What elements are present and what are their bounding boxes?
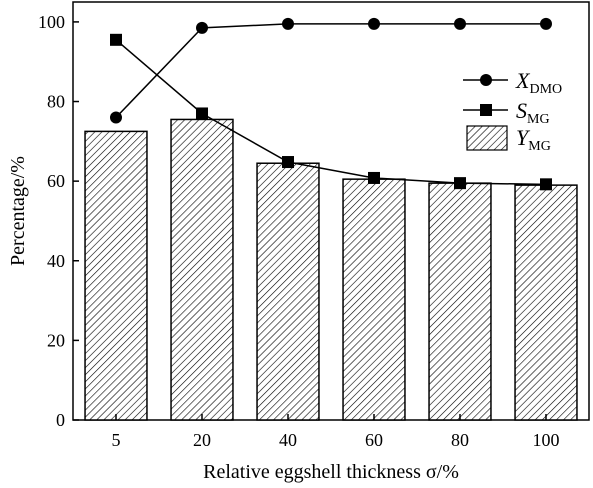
y-tick-label: 40: [47, 251, 65, 271]
point-x-dmo-20: [196, 21, 208, 34]
x-tick-label: 20: [193, 430, 211, 450]
bar-y-mg-80: [428, 182, 492, 421]
legend-label-y-mg-sub: MG: [528, 139, 551, 154]
bar-y-mg-100: [514, 184, 578, 421]
plot-area-frame: [72, 1, 590, 421]
legend-entry-y-mg: YMG: [466, 125, 551, 154]
x-tick-label: 60: [365, 430, 383, 450]
legend-label-x-dmo-sub: DMO: [529, 82, 562, 97]
point-s-mg-5: [110, 33, 122, 46]
bar-y-mg-5: [84, 130, 148, 421]
y-tick-label: 20: [47, 330, 65, 350]
line-s-mg: [115, 39, 547, 186]
point-s-mg-60: [368, 171, 380, 184]
y-tick-label: 80: [47, 92, 65, 112]
y-axis-label: Percentage/%: [7, 156, 29, 266]
legend-entry-s-mg: SMG: [463, 98, 550, 127]
point-x-dmo-5: [110, 111, 122, 124]
y-tick-label: 100: [38, 12, 65, 32]
x-axis-ticks: 5 20 40 60 80 100: [112, 414, 560, 450]
legend-label-s-mg: SMG: [516, 98, 550, 127]
legend-label-x-dmo-main: X: [515, 68, 531, 93]
legend-label-s-mg-sub: MG: [527, 112, 550, 127]
legend: XDMO SMG YMG: [463, 68, 562, 154]
point-x-dmo-60: [368, 17, 380, 30]
x-tick-label: 5: [112, 430, 121, 450]
x-axis-label: Relative eggshell thickness σ/%: [203, 461, 459, 483]
y-tick-label: 0: [56, 410, 65, 430]
point-s-mg-40: [282, 156, 294, 169]
point-x-dmo-100: [540, 17, 552, 30]
bar-y-mg-40: [256, 162, 320, 421]
x-tick-label: 40: [279, 430, 297, 450]
point-s-mg-80: [454, 177, 466, 190]
point-x-dmo-80: [454, 17, 466, 30]
point-s-mg-20: [196, 107, 208, 120]
legend-label-y-mg-main: Y: [516, 125, 531, 150]
y-axis-ticks: 0 20 40 60 80 100: [38, 12, 79, 430]
legend-label-x-dmo: XDMO: [515, 68, 562, 97]
legend-entry-x-dmo: XDMO: [463, 68, 562, 97]
x-tick-label: 100: [533, 430, 560, 450]
bar-series: [84, 118, 578, 421]
point-s-mg-100: [540, 178, 552, 191]
bar-y-mg-20: [170, 118, 234, 421]
y-tick-label: 60: [47, 171, 65, 191]
point-x-dmo-40: [282, 17, 294, 30]
line-series: [110, 17, 552, 191]
bar-y-mg-60: [342, 178, 406, 421]
x-tick-label: 80: [451, 430, 469, 450]
line-x-dmo: [115, 23, 546, 118]
legend-label-y-mg: YMG: [516, 125, 551, 154]
legend-label-s-mg-main: S: [516, 98, 527, 123]
